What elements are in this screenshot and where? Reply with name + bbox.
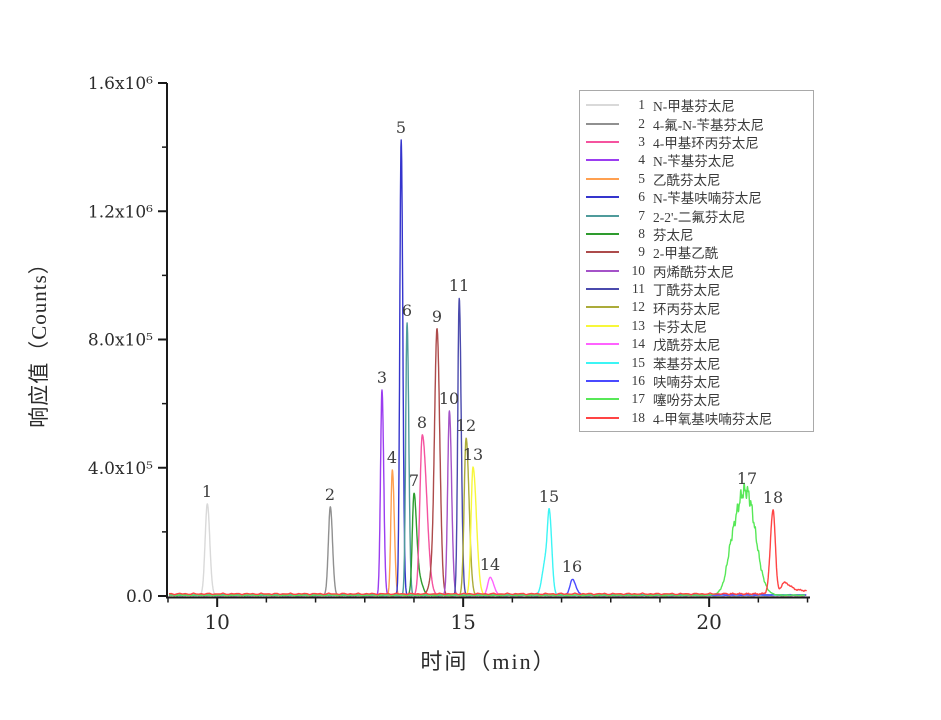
legend-item-8: 8 芬太尼	[586, 225, 809, 243]
legend-item-label: 2-甲基乙酰	[653, 246, 719, 262]
legend-item-2: 2 4-氟-N-苄基芬太尼	[586, 114, 809, 133]
legend-line-swatch	[586, 251, 619, 254]
legend-line-swatch	[586, 306, 619, 309]
legend-line-swatch	[586, 159, 619, 162]
legend-item-label: 苯基芬太尼	[653, 356, 721, 372]
y-tick-label: 1.6x10⁶	[88, 74, 153, 94]
axes	[158, 82, 810, 607]
legend-line-swatch	[586, 361, 619, 364]
legend-item-17: 17 噻吩芬太尼	[586, 390, 809, 408]
legend-item-label: N-苄基芬太尼	[653, 154, 735, 170]
y-tick-label: 8.0x10⁵	[88, 331, 153, 351]
legend-item-label: 戊酰芬太尼	[653, 338, 721, 354]
legend-item-4: 4 N-苄基芬太尼	[586, 151, 809, 169]
legend-item-number: 8	[638, 225, 645, 241]
legend-item-number: 5	[638, 170, 645, 186]
legend-line-swatch	[586, 269, 619, 272]
legend-item-10: 10 丙烯酰芬太尼	[586, 262, 809, 280]
legend-line-swatch	[586, 398, 619, 401]
series-line-12	[169, 437, 806, 597]
legend-item-label: 噻吩芬太尼	[653, 393, 721, 409]
legend-item-1: 1 N-甲基芬太尼	[586, 96, 809, 114]
legend-item-label: 丁酰芬太尼	[653, 283, 721, 299]
legend-item-14: 14 戊酰芬太尼	[586, 335, 809, 353]
legend-item-label: 4-氟-N-苄基芬太尼	[653, 117, 764, 133]
legend-line-swatch	[586, 324, 619, 327]
legend-item-label: 4-甲基环丙芬太尼	[653, 135, 759, 151]
legend-item-number: 18	[631, 409, 646, 425]
legend-item-label: 丙烯酰芬太尼	[653, 264, 734, 280]
x-axis-title: 时间（min）	[420, 649, 557, 674]
legend-item-number: 2	[638, 115, 645, 131]
legend-item-18: 18 4-甲氧基呋喃芬太尼	[586, 409, 809, 427]
legend-item-number: 16	[631, 373, 646, 389]
legend-item-number: 9	[638, 244, 645, 260]
legend-item-number: 12	[631, 299, 646, 315]
series-line-2	[168, 506, 805, 597]
legend-item-6: 6 N-苄基呋喃芬太尼	[586, 188, 809, 206]
legend-line-swatch	[586, 343, 619, 346]
legend-item-label: 卡芬太尼	[653, 319, 707, 335]
legend-item-label: 呋喃芬太尼	[653, 375, 721, 391]
legend-item-number: 3	[638, 133, 645, 149]
legend-item-label: 2-2'-二氟芬太尼	[653, 209, 746, 225]
legend-line-swatch	[586, 416, 619, 419]
legend-item-label: N-苄基呋喃芬太尼	[653, 191, 762, 207]
legend-item-5: 5 乙酰芬太尼	[586, 170, 809, 188]
legend-item-label: 环丙芬太尼	[653, 301, 721, 317]
y-tick-label: 4.0x10⁵	[88, 459, 153, 479]
legend-item-number: 17	[631, 391, 646, 407]
x-tick-label: 15	[450, 610, 475, 634]
legend-item-label: 乙酰芬太尼	[653, 172, 721, 188]
legend-line-swatch	[586, 380, 619, 383]
series-line-10	[168, 410, 805, 597]
legend-item-label: 4-甲氧基呋喃芬太尼	[653, 411, 773, 427]
legend-item-number: 7	[638, 207, 645, 223]
legend-line-swatch	[586, 196, 619, 199]
axis-lines	[166, 83, 810, 599]
series-lines	[168, 139, 808, 597]
legend-item-number: 14	[631, 336, 646, 352]
legend-line-swatch	[586, 104, 619, 107]
legend-item-number: 1	[638, 97, 645, 113]
legend-item-16: 16 呋喃芬太尼	[586, 372, 809, 390]
legend-box: 1 N-甲基芬太尼 2 4-氟-N-苄基芬太尼 3 4-甲基环丙芬太尼 4 N-苄基芬太尼 5 乙…	[579, 90, 814, 433]
legend-item-number: 10	[631, 262, 646, 278]
legend-item-15: 15 苯基芬太尼	[586, 353, 809, 372]
y-tick-label: 0.0	[126, 587, 153, 607]
legend-line-swatch	[586, 232, 619, 235]
legend-line-swatch	[586, 140, 619, 143]
legend-item-number: 15	[631, 354, 646, 370]
y-tick-label: 1.2x10⁶	[88, 202, 153, 222]
legend-item-13: 13 卡芬太尼	[586, 317, 809, 335]
x-tick-label: 10	[204, 610, 229, 634]
series-line-18	[168, 509, 808, 596]
legend-item-number: 11	[632, 281, 645, 297]
legend-item-number: 13	[631, 317, 646, 333]
series-line-8	[168, 434, 805, 597]
legend-line-swatch	[586, 177, 619, 180]
series-line-4	[168, 469, 805, 597]
legend-line-swatch	[586, 288, 619, 291]
legend-item-number: 6	[638, 189, 645, 205]
legend-item-label: N-甲基芬太尼	[653, 99, 735, 115]
legend-line-swatch	[586, 122, 619, 125]
legend-item-number: 4	[638, 152, 645, 168]
x-tick-label: 20	[696, 610, 721, 634]
legend-item-3: 3 4-甲基环丙芬太尼	[586, 133, 809, 151]
legend-item-12: 12 环丙芬太尼	[586, 298, 809, 317]
series-line-7	[168, 492, 805, 597]
legend-item-11: 11 丁酰芬太尼	[586, 280, 809, 298]
legend-item-7: 7 2-2'-二氟芬太尼	[586, 206, 809, 225]
legend-item-label: 芬太尼	[653, 227, 694, 243]
series-line-13	[168, 466, 805, 597]
legend-item-9: 9 2-甲基乙酰	[586, 243, 809, 261]
legend-line-swatch	[586, 214, 619, 217]
series-line-15	[168, 508, 805, 597]
series-line-17	[168, 482, 806, 597]
